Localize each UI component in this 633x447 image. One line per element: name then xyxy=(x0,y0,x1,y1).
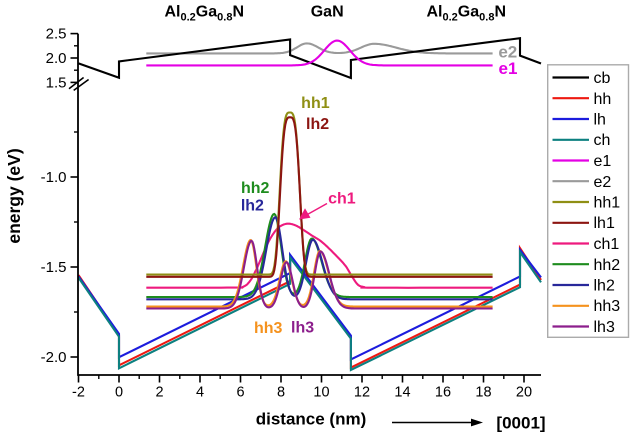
svg-text:ch1: ch1 xyxy=(328,191,356,208)
svg-text:hh2: hh2 xyxy=(594,257,621,274)
svg-text:-1.0: -1.0 xyxy=(41,169,67,186)
svg-text:2.0: 2.0 xyxy=(46,50,67,67)
svg-text:0: 0 xyxy=(115,385,123,401)
svg-text:6: 6 xyxy=(236,385,244,401)
svg-text:20: 20 xyxy=(516,385,532,401)
svg-text:18: 18 xyxy=(475,385,491,401)
svg-text:[0001]: [0001] xyxy=(496,414,545,433)
svg-text:ch: ch xyxy=(594,132,611,149)
svg-text:distance (nm): distance (nm) xyxy=(256,410,367,429)
svg-text:4: 4 xyxy=(196,385,204,401)
svg-text:-1.5: -1.5 xyxy=(41,259,67,276)
svg-text:12: 12 xyxy=(354,385,370,401)
svg-text:hh3: hh3 xyxy=(254,320,283,337)
svg-text:lh3: lh3 xyxy=(291,320,314,337)
svg-text:16: 16 xyxy=(435,385,451,401)
svg-text:hh3: hh3 xyxy=(594,298,621,315)
svg-text:8: 8 xyxy=(277,385,285,401)
svg-text:lh2: lh2 xyxy=(241,198,264,215)
svg-text:energy (eV): energy (eV) xyxy=(4,148,24,243)
svg-text:lh: lh xyxy=(594,112,606,129)
svg-text:lh2: lh2 xyxy=(306,116,329,133)
svg-text:e1: e1 xyxy=(499,59,518,78)
svg-text:hh1: hh1 xyxy=(594,195,621,212)
svg-text:2.5: 2.5 xyxy=(46,26,67,43)
svg-text:-2.0: -2.0 xyxy=(41,349,67,366)
svg-text:e2: e2 xyxy=(498,43,517,62)
svg-text:-2: -2 xyxy=(72,385,85,401)
svg-text:lh2: lh2 xyxy=(594,278,615,295)
svg-text:Al0.2Ga0.8N: Al0.2Ga0.8N xyxy=(427,4,507,24)
svg-text:cb: cb xyxy=(594,70,611,87)
svg-text:lh1: lh1 xyxy=(594,215,615,232)
svg-text:14: 14 xyxy=(394,385,410,401)
svg-text:1.5: 1.5 xyxy=(46,74,67,91)
svg-text:e1: e1 xyxy=(594,153,612,170)
svg-text:lh3: lh3 xyxy=(594,319,615,336)
svg-text:hh: hh xyxy=(594,91,612,108)
svg-text:e2: e2 xyxy=(594,174,612,191)
svg-text:10: 10 xyxy=(313,385,329,401)
svg-text:hh1: hh1 xyxy=(301,95,330,112)
svg-text:2: 2 xyxy=(155,385,163,401)
svg-text:hh2: hh2 xyxy=(241,180,270,197)
svg-text:ch1: ch1 xyxy=(594,236,620,253)
svg-text:Al0.2Ga0.8N: Al0.2Ga0.8N xyxy=(165,4,245,24)
svg-text:GaN: GaN xyxy=(311,4,344,21)
